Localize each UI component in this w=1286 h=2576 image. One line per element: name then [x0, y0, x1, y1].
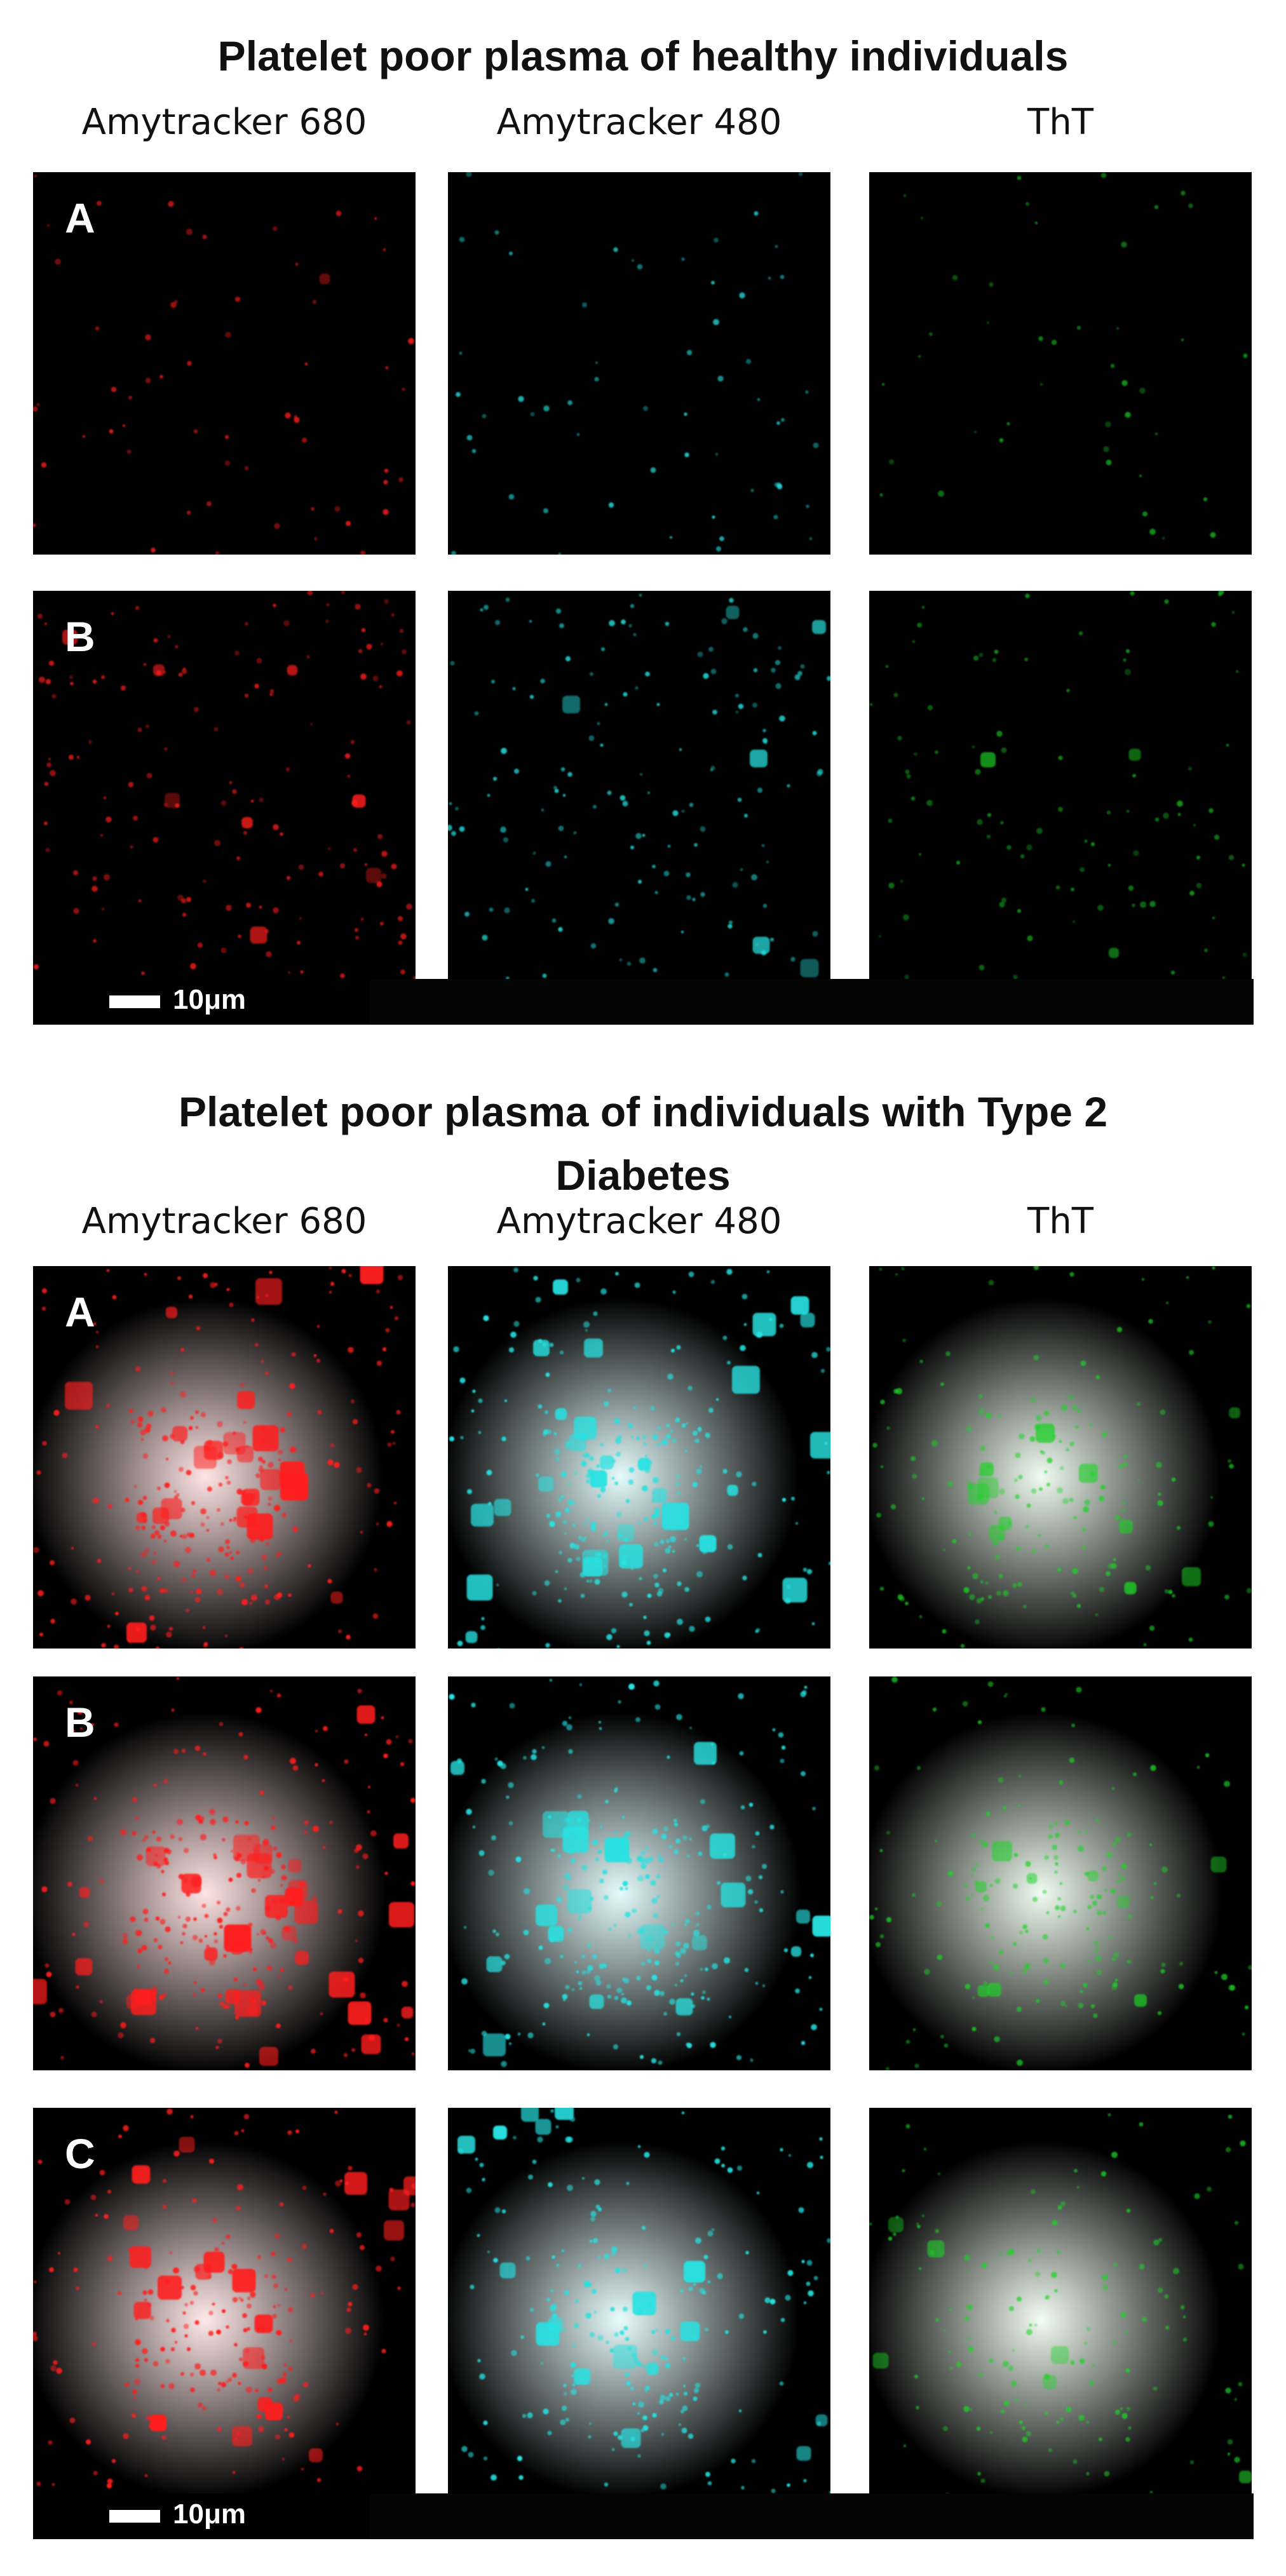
- section-title: Platelet poor plasma of healthy individu…: [217, 32, 1069, 79]
- panel-label: A: [65, 1288, 95, 1335]
- panel-label: C: [65, 2130, 95, 2177]
- scale-strip: 10μm: [33, 2493, 1254, 2539]
- fluorescence-spots: [869, 1676, 872, 1679]
- micrograph: [448, 1266, 830, 1649]
- micrograph: A: [33, 1266, 416, 1649]
- micrograph: [448, 591, 830, 979]
- micrograph: [448, 172, 830, 555]
- fluorescence-spots: [33, 1676, 36, 1679]
- micrograph: [448, 1676, 830, 2070]
- scale-bar-area: 10μm: [33, 979, 370, 1025]
- fluorescence-spots: [448, 591, 450, 593]
- micrograph: [869, 2108, 1252, 2493]
- micrograph: [869, 172, 1252, 555]
- fluorescence-spots: [869, 1266, 872, 1269]
- column-header: Amytracker 680: [81, 1201, 367, 1242]
- fluorescence-spots: [33, 2108, 36, 2110]
- column-header: ThT: [1027, 1201, 1093, 1242]
- micrograph: [869, 591, 1252, 979]
- fluorescence-spots: [448, 1676, 450, 1679]
- micrograph: A: [33, 172, 416, 555]
- scale-bar-label: 10μm: [173, 2498, 246, 2530]
- column-header: Amytracker 680: [81, 102, 367, 143]
- fluorescence-spots: [448, 172, 450, 175]
- scale-bar: [109, 995, 160, 1008]
- column-header: Amytracker 480: [496, 102, 782, 143]
- fluorescence-spots: [448, 2108, 450, 2110]
- scale-bar: [109, 2510, 160, 2523]
- micrograph: [448, 2108, 830, 2493]
- panel-label: B: [65, 613, 95, 660]
- column-header: ThT: [1027, 102, 1093, 143]
- fluorescence-spots: [869, 591, 872, 593]
- micrograph: B: [33, 1676, 416, 2070]
- fluorescence-spots: [33, 172, 36, 175]
- fluorescence-spots: [869, 2108, 872, 2110]
- scale-bar-area: 10μm: [33, 2493, 370, 2539]
- fluorescence-spots: [448, 1266, 450, 1269]
- micrograph: [869, 1266, 1252, 1649]
- fluorescence-spots: [33, 591, 36, 593]
- column-header: Amytracker 480: [496, 1201, 782, 1242]
- panel-label: A: [65, 194, 95, 241]
- scale-strip: 10μm: [33, 979, 1254, 1025]
- scale-bar-label: 10μm: [173, 984, 246, 1015]
- panel-label: B: [65, 1699, 95, 1746]
- fluorescence-spots: [869, 172, 872, 175]
- fluorescence-spots: [33, 1266, 36, 1269]
- micrograph: [869, 1676, 1252, 2070]
- micrograph: C: [33, 2108, 416, 2493]
- micrograph: B: [33, 591, 416, 979]
- section-title: Platelet poor plasma of individuals with…: [178, 1088, 1108, 1199]
